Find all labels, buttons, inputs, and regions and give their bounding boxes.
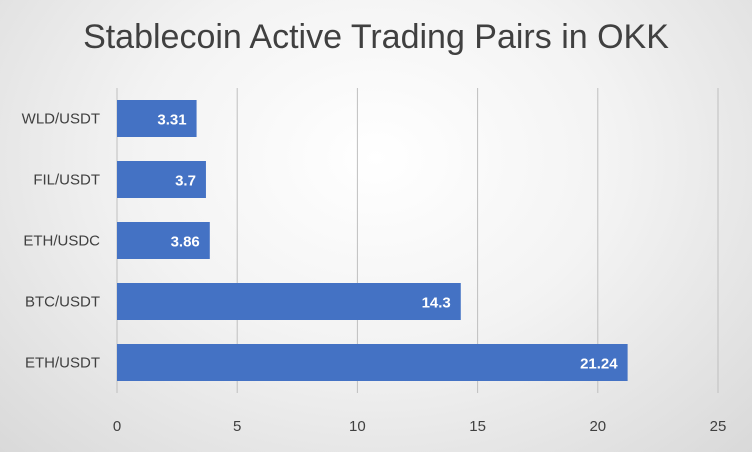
chart-title: Stablecoin Active Trading Pairs in OKK: [83, 18, 669, 56]
x-tick-label: 5: [233, 418, 241, 435]
data-label: 21.24: [580, 356, 618, 373]
category-label: BTC/USDT: [25, 294, 100, 311]
bar: [117, 222, 210, 259]
x-tick-label: 25: [710, 418, 727, 435]
bar: [117, 283, 461, 320]
bar: [117, 161, 206, 198]
data-label: 3.86: [171, 234, 200, 251]
data-label: 3.31: [157, 112, 186, 129]
category-label: ETH/USDT: [25, 355, 100, 372]
x-tick-label: 15: [469, 418, 486, 435]
category-label: ETH/USDC: [23, 233, 100, 250]
bar: [117, 100, 197, 137]
x-tick-label: 0: [113, 418, 121, 435]
x-tick-label: 20: [589, 418, 606, 435]
data-label: 3.7: [175, 173, 196, 190]
x-tick-label: 10: [349, 418, 366, 435]
category-label: WLD/USDT: [22, 111, 100, 128]
data-label: 14.3: [422, 295, 451, 312]
bar: [117, 344, 628, 381]
category-label: FIL/USDT: [33, 172, 100, 189]
